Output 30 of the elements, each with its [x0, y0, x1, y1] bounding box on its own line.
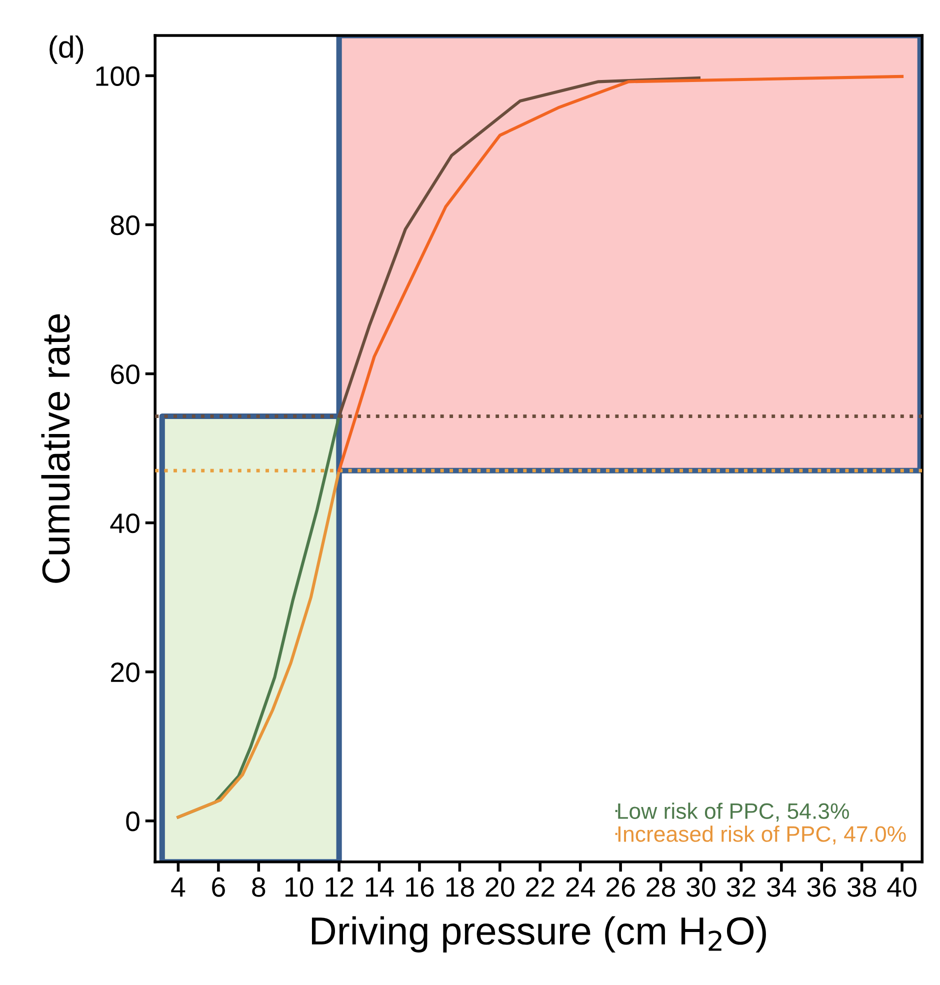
x-tick-label: 30 [686, 877, 716, 897]
y-axis-title: Cumulative rate [41, 314, 70, 583]
x-tick-label: 32 [726, 877, 756, 897]
x-tick-label: 14 [366, 877, 394, 897]
x-tick-label: 12 [326, 877, 354, 897]
x-tick-label: 16 [406, 877, 434, 897]
y-tick-label: 100 [96, 66, 140, 86]
x-tick-label: 34 [767, 877, 796, 897]
x-tick-label: 28 [646, 877, 676, 897]
x-tick-label: 6 [212, 877, 225, 897]
x-tick-label: 20 [486, 877, 514, 897]
x-tick-label: 8 [252, 877, 266, 897]
y-tick-label: 0 [126, 812, 140, 832]
chart-title: (d) [50, 35, 84, 64]
x-tick-label: 40 [887, 877, 916, 897]
y-tick-label: 60 [111, 364, 140, 384]
x-tick-label: 4 [171, 877, 186, 897]
x-tick-label: 18 [446, 877, 474, 897]
x-tick-label: 24 [566, 877, 595, 897]
legend-label: Low risk of PPC, 54.3% [618, 802, 849, 822]
x-tick-label: 22 [526, 877, 554, 897]
x-tick-label: 10 [286, 877, 314, 897]
x-tick-label: 38 [847, 877, 876, 897]
y-tick-label: 40 [110, 513, 140, 534]
y-tick-label: 80 [110, 215, 140, 236]
x-axis-title: Driving pressure (cm H$_{2}$O) [312, 916, 766, 952]
x-tick-label: 36 [807, 877, 836, 897]
y-tick-label: 20 [111, 662, 140, 682]
x-tick-label: 26 [606, 877, 635, 897]
legend-label: Increased risk of PPC, 47.0% [618, 826, 906, 845]
